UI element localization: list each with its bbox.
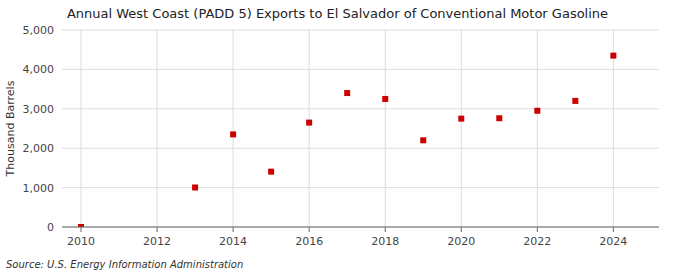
x-tick — [233, 227, 234, 232]
point — [458, 116, 464, 122]
x-tick-label: 2022 — [523, 235, 551, 248]
y-tick-label: 0 — [47, 221, 54, 234]
x-tick-label: 2012 — [143, 235, 171, 248]
x-grid-line — [537, 30, 538, 227]
y-grid-line — [62, 227, 659, 228]
y-tick-label: 5,000 — [23, 24, 55, 37]
x-grid-line — [309, 30, 310, 227]
point — [420, 137, 426, 143]
y-tick-label: 2,000 — [23, 142, 55, 155]
point — [496, 115, 502, 121]
point — [230, 131, 236, 137]
point — [306, 120, 312, 126]
y-grid-line — [62, 30, 659, 31]
points — [78, 53, 616, 227]
x-tick — [461, 227, 462, 232]
y-axis-label: Thousand Barrels — [4, 80, 17, 177]
x-tick-label: 2014 — [219, 235, 247, 248]
y-grid-line — [62, 108, 659, 109]
x-grid-line — [157, 30, 158, 227]
point — [344, 90, 350, 96]
point — [192, 184, 198, 190]
point — [572, 98, 578, 104]
x-tick-label: 2020 — [447, 235, 475, 248]
y-grid-line — [62, 187, 659, 188]
x-grid-line — [385, 30, 386, 227]
x-tick — [81, 227, 82, 232]
y-tick-label: 3,000 — [23, 103, 55, 116]
chart: 0 1,000 2,000 3,000 4,000 5,000 2010 2012 2014 20… — [0, 0, 675, 275]
x-grid-line — [461, 30, 462, 227]
x-tick — [309, 227, 310, 232]
title: Annual West Coast (PADD 5) Exports to El… — [67, 6, 608, 21]
x-tick — [613, 227, 614, 232]
y-grid-line — [62, 69, 659, 70]
x-grid-line — [613, 30, 614, 227]
x-grid-line — [233, 30, 234, 227]
grid — [62, 30, 659, 227]
x-tick-label: 2016 — [295, 235, 323, 248]
y-tick-label: 1,000 — [23, 182, 55, 195]
x-tick-label: 2024 — [599, 235, 627, 248]
x-tick-label: 2010 — [67, 235, 95, 248]
x-tick — [385, 227, 386, 232]
point — [268, 169, 274, 175]
x-tick — [157, 227, 158, 232]
x-axis-line — [62, 227, 659, 228]
background — [0, 0, 675, 275]
point — [534, 108, 540, 114]
x-grid-line — [81, 30, 82, 227]
x-tick-label: 2018 — [371, 235, 399, 248]
point — [382, 96, 388, 102]
y-tick-label: 4,000 — [23, 63, 55, 76]
x-tick — [537, 227, 538, 232]
source: Source: U.S. Energy Information Administ… — [6, 259, 243, 270]
point — [610, 53, 616, 59]
y-grid-line — [62, 148, 659, 149]
